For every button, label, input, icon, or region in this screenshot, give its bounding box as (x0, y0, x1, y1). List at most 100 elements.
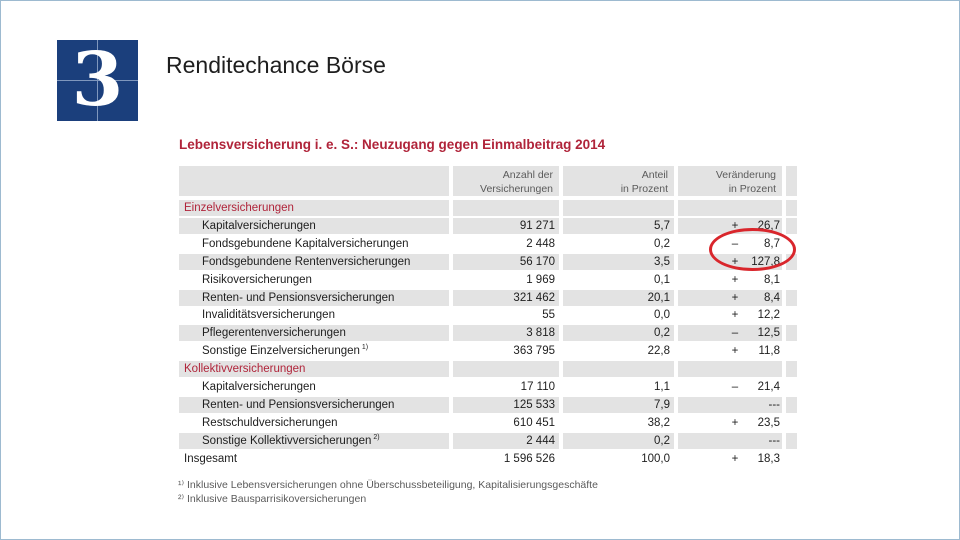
table-row: Invaliditätsversicherungen 55 0,0 +12,2 (0, 307, 960, 323)
slide-number-badge: 3 (57, 37, 138, 123)
table-row: Restschuldversicherungen 610 451 38,2 +23,5 (0, 415, 960, 431)
row-edge-cell (786, 325, 797, 341)
row-count: 56 170 (453, 254, 559, 270)
row-share: 20,1 (563, 290, 674, 306)
row-change: --- (678, 397, 782, 413)
footnote-1: ¹⁾ Inklusive Lebensversicherungen ohne Ü… (178, 479, 598, 491)
row-share: 5,7 (563, 218, 674, 234)
row-edge-cell (786, 397, 797, 413)
row-label-text: Pflegerentenversicherungen (202, 327, 346, 339)
row-label-text: Kapitalversicherungen (202, 381, 316, 393)
header-change-line1: Veränderung (715, 169, 776, 181)
row-label: Invaliditätsversicherungen (179, 307, 449, 323)
table-row: Fondsgebundene Kapitalversicherungen 2 44… (0, 236, 960, 252)
row-share: 7,9 (563, 397, 674, 413)
row-change: +11,8 (678, 343, 782, 359)
table-row: Sonstige Kollektivversicherungen 2) 2 444 0… (0, 433, 960, 449)
change-value: --- (768, 435, 781, 447)
row-label-text: Restschuldversicherungen (202, 417, 338, 429)
header-edge-cell (786, 166, 797, 196)
row-change: – 12,5 (678, 325, 782, 341)
change-sign: + (731, 220, 739, 232)
row-count: 2 448 (526, 238, 555, 250)
header-share: Anteil in Prozent (563, 166, 674, 196)
row-count (453, 200, 559, 216)
row-share: 0,2 (563, 433, 674, 449)
row-label: Kapitalversicherungen (179, 218, 449, 234)
header-count-line2: Versicherungen (480, 183, 553, 195)
row-label-text: Insgesamt (184, 453, 238, 465)
row-change: +18,3 (678, 451, 782, 467)
slide-number: 3 (71, 37, 124, 123)
row-share: 100,0 (641, 453, 670, 465)
header-change: Veränderung in Prozent (678, 166, 782, 196)
row-label: Fondsgebundene Kapitalversicherungen (179, 236, 449, 252)
table-row: Risikoversicherungen 1 969 0,1 +8,1 (0, 272, 960, 288)
change-value: 12,5 (757, 327, 780, 339)
table-row: Kapitalversicherungen 91 271 5,7 +26,7 (0, 218, 960, 234)
row-change: --- (678, 433, 782, 449)
row-edge-cell (786, 451, 797, 467)
footnote-marker: 2) (373, 434, 380, 441)
row-edge-cell (786, 379, 797, 395)
row-label-text: Kollektivversicherungen (184, 363, 306, 375)
row-label-text: Invaliditätsversicherungen (202, 309, 335, 321)
row-label: Risikoversicherungen (179, 272, 449, 288)
row-label: Einzelversicherungen (179, 200, 449, 216)
row-label: Fondsgebundene Rentenversicherungen (179, 254, 449, 270)
row-label: Insgesamt (179, 451, 449, 467)
change-sign: – (731, 327, 739, 339)
change-sign: + (731, 309, 739, 321)
row-label-text: Renten- und Pensionsversicherungen (202, 292, 395, 304)
row-share: 38,2 (647, 417, 670, 429)
row-label-text: Sonstige Kollektivversicherungen (202, 435, 372, 447)
row-label: Kapitalversicherungen (179, 379, 449, 395)
change-value: 23,5 (757, 417, 780, 429)
table-title: Lebensversicherung i. e. S.: Neuzugang g… (179, 137, 606, 152)
row-count: 1 596 526 (503, 453, 555, 465)
row-edge-cell (786, 200, 797, 216)
row-count: 55 (542, 309, 555, 321)
table-row: Pflegerentenversicherungen 3 818 0,2 – 12,5 (0, 325, 960, 341)
change-sign: + (731, 453, 739, 465)
row-edge-cell (786, 361, 797, 377)
row-count: 17 110 (520, 381, 555, 393)
footnote-2: ²⁾ Inklusive Bausparrisikoversicherungen (178, 493, 367, 505)
row-label-text: Sonstige Einzelversicherungen (202, 345, 360, 357)
row-edge-cell (786, 272, 797, 288)
badge-divider-horizontal (57, 80, 138, 81)
row-share: 0,0 (654, 309, 670, 321)
table-row: Renten- und Pensionsversicherungen 125 53… (0, 397, 960, 413)
header-blank-cell (179, 166, 449, 196)
row-change: – 21,4 (678, 379, 782, 395)
change-value: 8,4 (764, 292, 780, 304)
row-count: 3 818 (453, 325, 559, 341)
table-total-row: Insgesamt 1 596 526 100,0 +18,3 (0, 451, 960, 467)
row-edge-cell (786, 415, 797, 431)
row-count: 321 462 (453, 290, 559, 306)
row-change (678, 361, 782, 377)
change-sign: + (731, 417, 739, 429)
change-value: 18,3 (757, 453, 780, 465)
row-count: 2 444 (453, 433, 559, 449)
table-row: Kapitalversicherungen 17 110 1,1 – 21,4 (0, 379, 960, 395)
row-edge-cell (786, 433, 797, 449)
table-row: Renten- und Pensionsversicherungen 321 46… (0, 290, 960, 306)
row-share: 0,1 (654, 274, 670, 286)
row-edge-cell (786, 218, 797, 234)
row-label: Renten- und Pensionsversicherungen (179, 290, 449, 306)
row-edge-cell (786, 343, 797, 359)
table-row: Fondsgebundene Rentenversicherungen 56 17… (0, 254, 960, 270)
slide-title: Renditechance Börse (166, 52, 386, 78)
table-row: Sonstige Einzelversicherungen 1) 363 795 22… (0, 343, 960, 359)
row-label: Restschuldversicherungen (179, 415, 449, 431)
header-count: Anzahl der Versicherungen (453, 166, 559, 196)
footnote-marker: 1) (361, 344, 369, 351)
header-change-line2: in Prozent (728, 183, 776, 195)
row-count: 610 451 (513, 417, 555, 429)
row-label: Pflegerentenversicherungen (179, 325, 449, 341)
row-change: +23,5 (678, 415, 782, 431)
row-share: 0,2 (654, 238, 670, 250)
change-sign: – (731, 381, 739, 393)
row-change: +8,4 (678, 290, 782, 306)
